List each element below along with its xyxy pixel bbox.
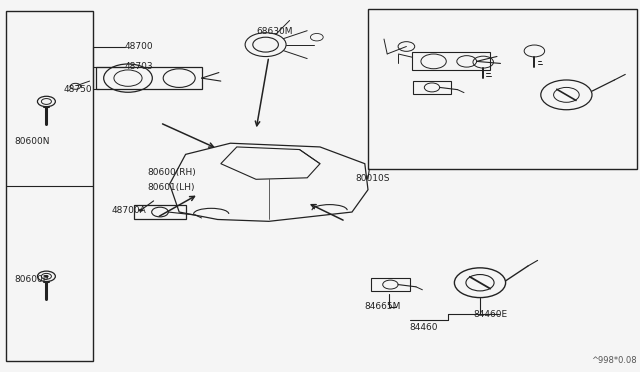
- Bar: [6, 11, 93, 361]
- Circle shape: [139, 209, 143, 211]
- Text: 80600P: 80600P: [14, 275, 48, 283]
- Text: 68630M: 68630M: [256, 27, 292, 36]
- Bar: [371, 278, 410, 291]
- Text: 84460: 84460: [410, 323, 438, 332]
- Text: 84460E: 84460E: [474, 310, 508, 319]
- Bar: [412, 52, 490, 70]
- Text: 80600(RH): 80600(RH): [147, 169, 196, 177]
- Text: 84665M: 84665M: [365, 302, 401, 311]
- Text: 80600N: 80600N: [14, 137, 49, 146]
- Bar: [96, 67, 202, 89]
- Bar: [368, 9, 637, 169]
- Text: 80601(LH): 80601(LH): [147, 183, 195, 192]
- Text: 48703: 48703: [125, 62, 154, 71]
- Circle shape: [45, 275, 48, 278]
- Bar: [134, 205, 186, 219]
- Text: ^998*0.08: ^998*0.08: [591, 356, 637, 365]
- Bar: [413, 81, 451, 94]
- Text: 48700A: 48700A: [112, 206, 147, 215]
- Text: 48750: 48750: [64, 85, 93, 94]
- Text: 48700: 48700: [125, 42, 154, 51]
- Text: 80010S: 80010S: [355, 174, 390, 183]
